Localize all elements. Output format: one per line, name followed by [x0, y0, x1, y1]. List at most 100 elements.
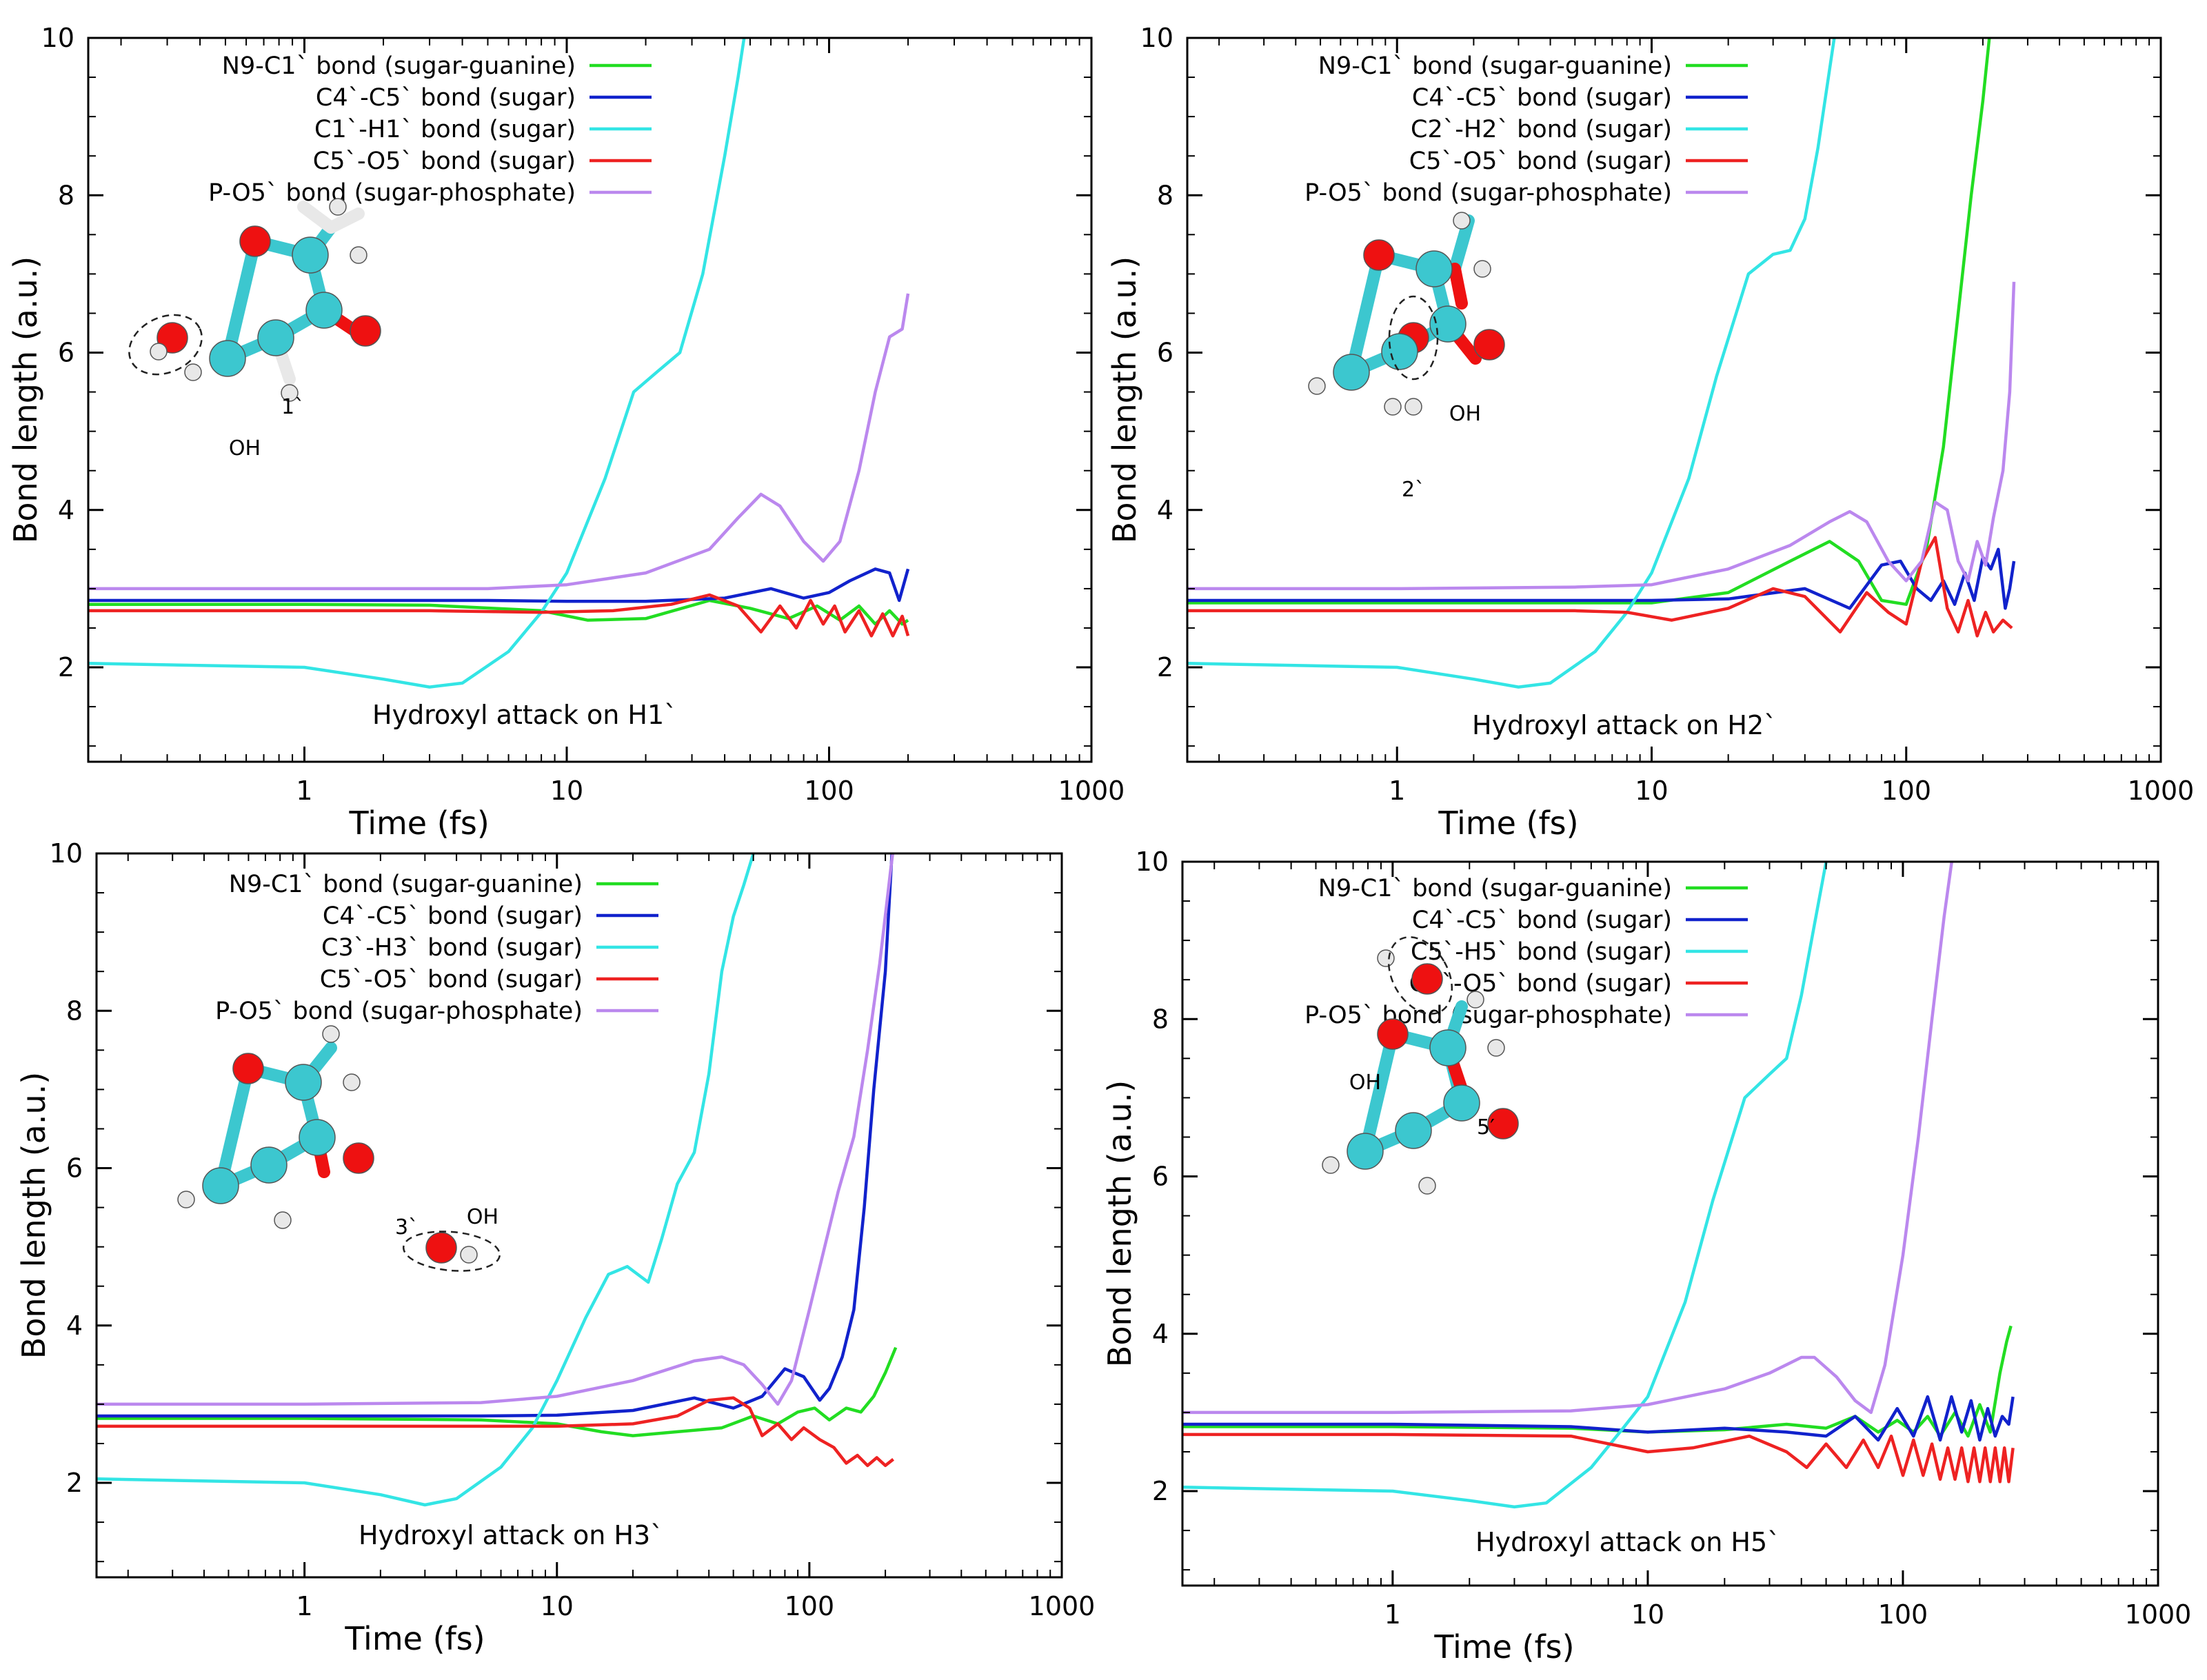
x-tick-label: 1	[296, 1591, 313, 1621]
legend-label-4: C5`-O5` bond (sugar)	[313, 148, 576, 175]
molecule-bond	[297, 201, 337, 234]
oh-group-highlight	[402, 1231, 501, 1272]
series-line-5	[1187, 281, 2016, 591]
molecule-structure	[1322, 936, 1519, 1195]
x-tick-label: 10	[1635, 776, 1668, 806]
molecule-atom	[1487, 1039, 1505, 1057]
y-tick-label: 6	[1152, 1162, 1169, 1192]
molecule-atom	[250, 1146, 288, 1184]
legend-label-1: N9-C1` bond (sugar-guanine)	[1318, 52, 1672, 80]
molecule-bond	[214, 1062, 254, 1192]
x-tick-label: 1000	[2128, 776, 2195, 806]
molecule-atom	[1443, 1084, 1480, 1122]
y-axis-label: Bond length (a.u.)	[1106, 256, 1143, 543]
y-tick-label: 4	[1157, 495, 1173, 525]
series-line-5	[97, 853, 895, 1406]
molecule-label: 3`	[395, 1215, 419, 1239]
legend-label-2: C4`-C5` bond (sugar)	[1412, 84, 1672, 112]
x-tick-label: 100	[785, 1591, 835, 1621]
x-tick-label: 100	[1881, 776, 1931, 806]
y-tick-label: 6	[66, 1153, 83, 1184]
legend-label-3: C5`-H5` bond (sugar)	[1411, 938, 1672, 966]
legend: N9-C1` bond (sugar-guanine) C4`-C5` bond …	[208, 52, 652, 207]
molecule-atom	[1381, 333, 1418, 370]
molecule-atom	[299, 1119, 336, 1156]
legend-label-3: C2`-H2` bond (sugar)	[1411, 116, 1672, 143]
molecule-label: OH	[229, 436, 261, 461]
molecule-atom	[274, 1211, 292, 1229]
legend-label-1: N9-C1` bond (sugar-guanine)	[222, 52, 576, 80]
molecule-label: 1`	[281, 395, 305, 419]
molecule-label: OH	[467, 1205, 498, 1229]
legend-label-2: C4`-C5` bond (sugar)	[316, 84, 576, 112]
molecule-atom	[292, 236, 329, 274]
series-line-2	[1187, 547, 2016, 610]
molecule-atom	[350, 315, 381, 347]
panel-annotation: Hydroxyl attack on H1`	[372, 700, 677, 730]
legend-label-4: C5`-O5` bond (sugar)	[1409, 148, 1672, 175]
molecule-atom	[1404, 398, 1422, 416]
molecule-structure	[177, 1025, 501, 1272]
y-tick-label: 6	[1157, 338, 1173, 368]
y-tick-label: 10	[50, 838, 83, 869]
legend: N9-C1` bond (sugar-guanine) C4`-C5` bond …	[215, 871, 658, 1025]
molecule-atom	[1429, 305, 1467, 343]
series-line-4	[1187, 536, 2013, 638]
y-tick-label: 2	[1152, 1476, 1169, 1506]
molecule-atom	[257, 319, 294, 356]
x-tick-label: 1	[1384, 1599, 1401, 1630]
plot-frame	[1181, 860, 2159, 1587]
y-axis-label: Bond length (a.u.)	[1101, 1080, 1138, 1367]
y-tick-label: 2	[58, 652, 74, 682]
molecule-atom	[202, 1167, 239, 1204]
molecule-atom	[1377, 1018, 1409, 1050]
molecule-atom	[343, 1142, 374, 1174]
molecule-atom	[177, 1191, 195, 1208]
molecule-atom	[1473, 329, 1505, 361]
x-axis-label: Time (fs)	[344, 1620, 485, 1657]
molecule-atom	[305, 292, 343, 329]
y-tick-label: 4	[58, 495, 74, 525]
molecule-atom	[343, 1073, 361, 1091]
y-tick-label: 8	[66, 995, 83, 1026]
molecule-atom	[1395, 1112, 1432, 1149]
chart-panel-4: 2 4 6 8 10 1 10 100 1000 Time (fs) Bond length (a.…	[1101, 847, 2192, 1666]
molecule-atom	[1429, 1029, 1467, 1066]
molecule-bond	[1449, 263, 1468, 310]
y-tick-label: 10	[41, 23, 74, 53]
molecule-bond	[221, 235, 261, 365]
molecule-atom	[1363, 239, 1395, 271]
x-tick-label: 1000	[2125, 1599, 2192, 1630]
series-line-3	[88, 38, 746, 689]
molecule-atom	[1308, 377, 1326, 395]
molecule-atom	[460, 1246, 478, 1264]
oh-group-highlight	[1387, 936, 1453, 1015]
legend-label-4: C5`-O5` bond (sugar)	[320, 966, 583, 993]
y-axis-label: Bond length (a.u.)	[7, 256, 44, 543]
molecule-atom	[1418, 1177, 1436, 1195]
molecule-bond	[1449, 214, 1475, 275]
molecule-atom	[1347, 1133, 1384, 1170]
legend-label-2: C4`-C5` bond (sugar)	[323, 902, 583, 930]
panel-annotation: Hydroxyl attack on H2`	[1472, 710, 1777, 740]
molecule-atom	[285, 1064, 322, 1101]
x-tick-label: 10	[541, 1591, 574, 1621]
x-axis-label: Time (fs)	[1433, 1628, 1574, 1666]
molecule-atom	[1487, 1108, 1519, 1140]
y-axis-label: Bond length (a.u.)	[15, 1072, 52, 1359]
y-tick-label: 8	[58, 180, 74, 210]
legend-label-3: C3`-H3` bond (sugar)	[321, 934, 583, 962]
series-line-2	[1182, 1395, 2015, 1442]
y-tick-label: 8	[1157, 180, 1173, 210]
x-tick-label: 100	[804, 776, 854, 806]
molecule-atom	[1473, 260, 1491, 278]
series-line-5	[1182, 862, 1954, 1415]
y-tick-label: 6	[58, 338, 74, 368]
molecule-bond	[1359, 1028, 1399, 1157]
plot-frame	[95, 852, 1063, 1579]
y-tick-label: 10	[1136, 847, 1169, 877]
legend-label-4: C5`-O5` bond (sugar)	[1409, 970, 1672, 998]
legend-label-5: P-O5` bond (sugar-phosphate)	[1304, 179, 1672, 207]
